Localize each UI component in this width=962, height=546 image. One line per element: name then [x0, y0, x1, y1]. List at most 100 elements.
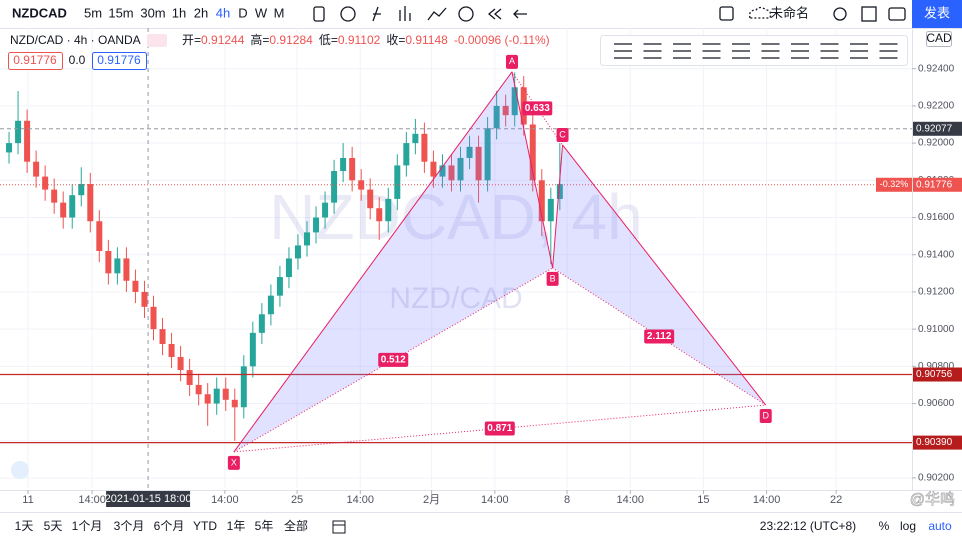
candle-body [60, 202, 67, 218]
change: -0.00096 (-0.11%) [454, 33, 550, 47]
bid[interactable]: 0.91776 [13, 53, 57, 67]
point-label: A [509, 56, 515, 66]
ohlc-label: 收= [386, 33, 405, 47]
pattern-leg [233, 71, 513, 453]
interval[interactable]: M [274, 5, 285, 20]
ohlc-value: 0.91148 [405, 33, 448, 47]
interval[interactable]: 2h [194, 5, 208, 20]
y-tick-label: 0.90800 [918, 361, 955, 372]
add-icon[interactable] [340, 6, 356, 22]
price-tag [913, 435, 962, 450]
range-button[interactable]: 6个月 [154, 519, 185, 533]
tool-icons [313, 6, 906, 22]
candle-body [556, 184, 563, 199]
auto-toggle[interactable]: auto [928, 519, 952, 533]
candle-body [322, 202, 329, 218]
candle-body [195, 384, 202, 395]
interval[interactable]: 30m [140, 5, 165, 20]
percent-toggle[interactable]: % [879, 519, 890, 533]
price-tag [913, 121, 962, 136]
range-button[interactable]: 3个月 [114, 519, 145, 533]
candle-body [285, 258, 292, 278]
drawing-tool[interactable] [850, 43, 868, 59]
fullscreen-icon[interactable] [861, 6, 877, 22]
point-label: C [559, 129, 566, 139]
candle-body [231, 399, 238, 408]
range-button[interactable]: 5天 [44, 519, 63, 533]
pattern-ratio-line [233, 404, 766, 453]
point-box [227, 455, 240, 470]
x-tick-label: 11 [22, 494, 33, 506]
ohlc-value: 0.91102 [338, 33, 381, 47]
interval[interactable]: W [255, 5, 268, 20]
interval[interactable]: 5m [84, 5, 102, 20]
log-toggle[interactable]: log [900, 519, 916, 533]
interval[interactable]: D [238, 5, 247, 20]
drawing-tool[interactable] [614, 43, 632, 59]
interval[interactable]: 15m [108, 5, 133, 20]
checkbox[interactable] [719, 6, 734, 21]
legend-icon[interactable] [147, 34, 167, 47]
publish-label[interactable]: 发表 [924, 5, 950, 20]
undo-icon[interactable] [513, 9, 527, 19]
x-tick-label: 14:00 [78, 494, 106, 506]
layout-icon[interactable] [399, 6, 411, 21]
compare-icon[interactable] [427, 7, 447, 21]
x-tick-label: 14:00 [347, 494, 375, 506]
candle-body [313, 217, 320, 233]
ratio-box [378, 352, 409, 367]
currency: CAD [926, 31, 952, 45]
candle-body [430, 161, 437, 177]
point-box [505, 54, 518, 69]
drawing-tool[interactable] [820, 43, 839, 59]
candle-body [484, 128, 491, 181]
drawing-tool[interactable] [673, 43, 691, 59]
pattern-ratio-line [233, 267, 553, 453]
interval[interactable]: 4h [216, 5, 230, 20]
candle-icon[interactable] [313, 6, 325, 22]
logo[interactable] [11, 461, 29, 479]
publish-button[interactable] [912, 0, 962, 28]
candle-body [349, 157, 356, 181]
drawing-tool[interactable] [761, 43, 780, 59]
range-button[interactable]: 1天 [15, 519, 34, 533]
ask-box[interactable] [92, 52, 147, 70]
point-label: D [762, 410, 769, 420]
candle-body [448, 165, 455, 181]
alert-icon[interactable] [458, 6, 474, 22]
candle-body [294, 245, 301, 259]
bid-box[interactable] [8, 52, 63, 70]
replay-icon[interactable] [487, 8, 502, 20]
symbol[interactable]: NZDCAD [12, 5, 67, 20]
layout-name[interactable]: 未命名 [770, 5, 809, 20]
range-button[interactable]: 1个月 [72, 519, 103, 533]
settings-icon[interactable] [833, 7, 847, 21]
candle-body [123, 258, 130, 281]
candle-body [69, 195, 76, 218]
drawing-tool[interactable] [879, 43, 898, 59]
y-tick-label: 0.90600 [918, 398, 955, 409]
drawing-tool[interactable] [702, 43, 721, 59]
drawing-tool[interactable] [643, 43, 662, 59]
point-box [546, 271, 559, 286]
x-tick-label: 8 [564, 494, 570, 506]
ratio-label: 0.512 [381, 355, 406, 366]
y-tick-label: 0.90200 [918, 473, 955, 484]
legend-title: NZD/CAD · 4h · OANDA [10, 33, 141, 47]
range-button[interactable]: 全部 [284, 518, 308, 533]
range-button[interactable]: 5年 [255, 519, 274, 533]
range-button[interactable]: 1年 [227, 519, 246, 533]
calendar-icon[interactable] [332, 520, 346, 534]
candle-body [421, 133, 428, 162]
drawing-tool[interactable] [791, 43, 809, 59]
price-tag-label: 0.90756 [916, 369, 953, 380]
crosshair-tag [106, 491, 191, 507]
currency-box[interactable] [926, 31, 952, 47]
candle-body [141, 291, 148, 307]
interval[interactable]: 1h [172, 5, 186, 20]
range-button[interactable]: YTD [193, 519, 217, 533]
fx-icon[interactable] [372, 6, 381, 22]
ask[interactable]: 0.91776 [97, 53, 141, 67]
snapshot-icon[interactable] [888, 7, 906, 21]
drawing-tool[interactable] [732, 43, 750, 59]
